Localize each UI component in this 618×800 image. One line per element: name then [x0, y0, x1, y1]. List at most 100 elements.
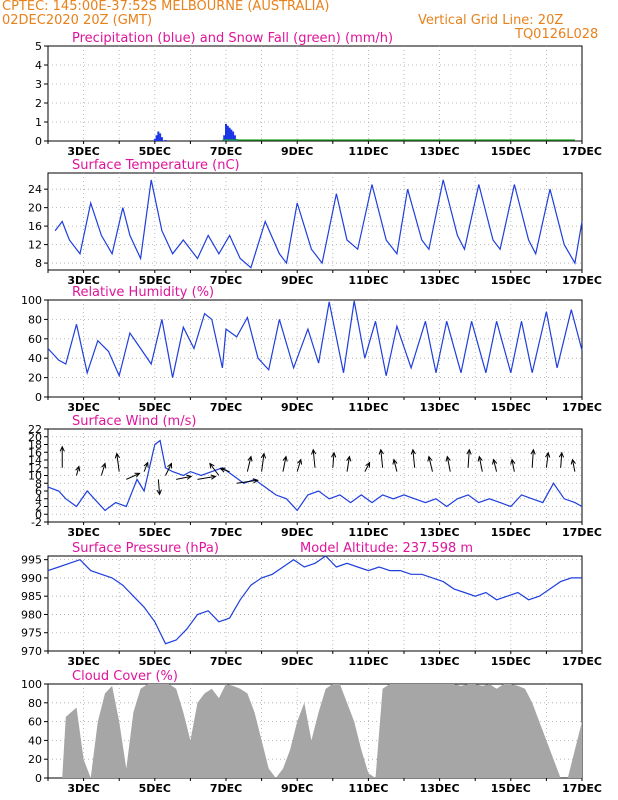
header-location: CPTEC: 145:00E-37:52S MELBOURNE (AUSTRAL… — [2, 0, 330, 14]
wind-arrow-head — [331, 451, 337, 458]
panel-frame — [47, 555, 583, 652]
x-label: 11DEC — [348, 655, 388, 668]
y-tick-label: 20 — [28, 202, 42, 215]
wind-arrow-shaft — [560, 452, 563, 468]
wind-arrow-shaft — [412, 449, 416, 468]
y-tick-label: 16 — [28, 220, 42, 233]
x-label: 3DEC — [67, 782, 99, 795]
wind-arrow-shaft — [157, 479, 161, 495]
y-tick-label: 975 — [21, 627, 42, 640]
y-tick-label: 12 — [28, 462, 42, 475]
wind-arrow-shaft — [511, 459, 515, 472]
wind-arrow-head — [510, 458, 516, 465]
wind-arrow — [545, 451, 551, 468]
wind-arrow-head — [492, 458, 498, 465]
y-tick-label: 4 — [35, 59, 42, 72]
wind-arrow-shaft — [493, 459, 498, 472]
precip-bar — [223, 135, 226, 141]
x-label: 3DEC — [67, 401, 99, 414]
wind-arrow — [510, 458, 516, 472]
series-line — [54, 179, 583, 269]
x-label: 9DEC — [281, 655, 313, 668]
wind-arrow-head — [365, 461, 371, 468]
wind-arrow-shaft — [116, 453, 120, 472]
wind-arrow-shaft — [364, 462, 371, 472]
wind-arrow-head — [59, 445, 65, 452]
panel-title: Precipitation (blue) and Snow Fall (gree… — [72, 31, 393, 46]
x-label: 13DEC — [420, 145, 460, 158]
wind-arrow-head — [378, 448, 384, 455]
x-label: 9DEC — [281, 401, 313, 414]
x-label: 9DEC — [281, 274, 313, 287]
x-label: 17DEC — [562, 526, 602, 539]
wind-arrow-head — [143, 461, 149, 468]
wind-arrow-head — [101, 462, 107, 469]
wind-arrow — [143, 461, 149, 472]
y-tick-label: 12 — [28, 239, 42, 252]
wind-arrow — [100, 462, 107, 476]
y-tick-label: 980 — [21, 608, 42, 621]
y-tick-label: 100 — [21, 294, 42, 307]
x-label: 13DEC — [420, 274, 460, 287]
x-label: 5DEC — [139, 526, 171, 539]
precip-bar — [228, 127, 231, 141]
wind-arrow-shaft — [428, 456, 433, 472]
panel-title: Surface Pressure (hPa) — [72, 541, 219, 556]
wind-arrow-head — [427, 455, 433, 462]
wind-arrow — [492, 458, 498, 472]
wind-arrow-head — [247, 455, 253, 462]
y-tick-label: 40 — [28, 734, 42, 747]
y-tick-label: 8 — [35, 257, 42, 270]
precip-bar — [164, 140, 167, 141]
wind-arrow — [197, 474, 217, 480]
wind-arrow-shaft — [346, 456, 350, 472]
x-label: 13DEC — [420, 782, 460, 795]
wind-arrow-head — [134, 472, 141, 478]
x-label: 13DEC — [420, 655, 460, 668]
y-tick-label: 0 — [35, 772, 42, 785]
wind-arrow — [410, 448, 416, 468]
wind-arrow-shaft — [380, 449, 384, 468]
panel-title: Cloud Cover (%) — [72, 669, 178, 684]
wind-arrow-head — [570, 458, 576, 465]
x-label: 13DEC — [420, 526, 460, 539]
x-label: 11DEC — [348, 145, 388, 158]
x-label: 17DEC — [562, 655, 602, 668]
x-label: 15DEC — [491, 401, 531, 414]
wind-arrow — [477, 455, 483, 472]
wind-arrow — [114, 452, 121, 472]
x-label: 17DEC — [562, 401, 602, 414]
x-label: 17DEC — [562, 274, 602, 287]
y-tick-label: 60 — [28, 716, 42, 729]
series-line — [47, 555, 582, 645]
wind-arrow-head — [252, 478, 259, 484]
wind-arrow-head — [167, 462, 173, 469]
wind-arrow-shaft — [446, 456, 451, 472]
wind-arrow-head — [311, 448, 317, 455]
wind-arrow-shaft — [220, 468, 230, 473]
y-tick-label: 16 — [28, 446, 42, 459]
panel-4: 970 975 980 985 990 995 3DEC 5DEC 7DEC 9DEC 11DEC 1… — [21, 541, 602, 668]
y-tick-label: 80 — [28, 697, 42, 710]
wind-arrow — [331, 451, 337, 468]
y-tick-label: -2 — [31, 516, 42, 529]
wind-arrow-shaft — [571, 459, 576, 472]
wind-arrow — [570, 458, 576, 472]
wind-arrow-shaft — [165, 463, 172, 476]
wind-arrow — [75, 465, 81, 476]
wind-arrow-shaft — [312, 449, 316, 468]
x-label: 7DEC — [210, 655, 242, 668]
header-date: 02DEC2020 20Z (GMT) — [2, 13, 153, 28]
x-label: 5DEC — [139, 274, 171, 287]
wind-arrow — [427, 455, 433, 472]
x-label: 7DEC — [210, 274, 242, 287]
x-label: 5DEC — [139, 401, 171, 414]
wind-arrow-shaft — [545, 452, 549, 468]
wind-arrow-head — [156, 489, 162, 496]
wind-arrow — [165, 462, 173, 476]
y-tick-label: 40 — [28, 352, 42, 365]
wind-arrow-head — [186, 474, 193, 480]
y-tick-label: 14 — [28, 454, 42, 467]
panel-1: 8 12 16 20 24 3DEC 5DEC 7DEC 9DEC 11DEC 13DEC 15DEC… — [28, 158, 602, 287]
